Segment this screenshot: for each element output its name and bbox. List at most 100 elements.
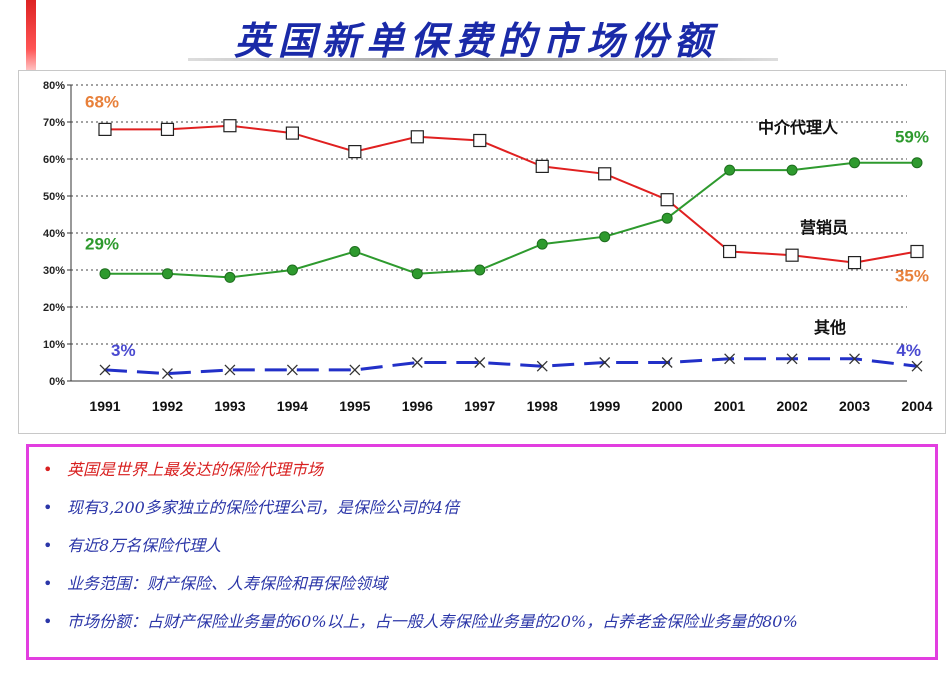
start-label: 3% <box>111 341 136 360</box>
data-point <box>348 144 362 159</box>
data-point <box>911 360 923 372</box>
data-point <box>535 159 549 174</box>
decorative-red-bar <box>26 0 36 82</box>
data-point <box>474 264 486 276</box>
data-point <box>286 364 298 376</box>
data-point <box>160 122 175 137</box>
end-label: 4% <box>896 341 921 360</box>
y-tick-label: 50% <box>43 191 65 203</box>
data-point <box>785 248 799 262</box>
data-point <box>598 167 612 181</box>
grid-lines <box>67 84 907 382</box>
data-point <box>724 164 736 176</box>
series-line <box>104 357 918 376</box>
data-point <box>724 353 736 365</box>
data-point <box>786 164 798 176</box>
x-tick-label: 1999 <box>589 398 620 414</box>
data-point <box>162 368 173 380</box>
x-tick-label: 1993 <box>214 398 245 414</box>
note-text: 有近8万名保险代理人 <box>67 536 222 555</box>
data-point <box>847 256 862 270</box>
note-text: 英国是世界上最发达的保险代理市场 <box>67 460 324 479</box>
bullet-icon: • <box>43 612 53 631</box>
x-tick-label: 1992 <box>152 398 183 414</box>
data-point <box>99 268 111 280</box>
bullet-icon: • <box>43 460 53 479</box>
series-markers <box>98 119 924 380</box>
line-chart: 0%10%20%30%40%50%60%70%80% 1991 1992 1993 1… <box>43 80 933 414</box>
data-point <box>910 244 924 259</box>
y-tick-label: 0% <box>49 376 65 388</box>
x-tick-label: 1991 <box>89 398 120 414</box>
data-point <box>473 133 487 148</box>
notes-box: • 英国是世界上最发达的保险代理市场 • 现有3,200多家独立的保险代理公司，… <box>26 444 938 660</box>
data-point <box>410 130 424 144</box>
x-tick-label: 2000 <box>652 398 683 414</box>
x-tick-label: 1996 <box>402 398 433 414</box>
y-tick-label: 70% <box>43 117 65 129</box>
data-point <box>723 244 737 259</box>
chart-frame: 0% 10% 20% 30% 40% 50% 60% 70% 80% 1991 1992 1993 1… <box>18 70 946 434</box>
note-text: 现有3,200多家独立的保险代理公司，是保险公司的4倍 <box>67 498 459 517</box>
x-tick-label: 1997 <box>464 398 495 414</box>
data-point <box>536 238 548 250</box>
data-point <box>99 364 111 376</box>
data-point <box>285 126 299 140</box>
x-tick-label: 1995 <box>339 398 370 414</box>
data-point <box>349 364 361 376</box>
data-point <box>599 231 611 243</box>
data-point <box>599 357 611 368</box>
y-tick-label: 40% <box>43 228 65 240</box>
data-point <box>223 119 237 133</box>
y-tick-labels: 0% 10% 20% 30% 40% 50% 60% 70% 80% <box>43 80 65 388</box>
data-point <box>536 360 548 372</box>
data-point <box>660 193 674 207</box>
note-text: 业务范围：财产保险、人寿保险和再保险领域 <box>67 574 388 593</box>
end-label: 59% <box>895 128 929 147</box>
note-item: • 英国是世界上最发达的保险代理市场 <box>43 457 921 483</box>
data-point <box>224 271 236 283</box>
data-point <box>161 268 173 280</box>
x-tick-label: 2001 <box>714 398 745 414</box>
data-point <box>849 157 861 169</box>
x-tick-labels: 1991 1992 1993 1994 1995 1996 1997 1998 1999 2000… <box>89 398 932 414</box>
data-point <box>224 364 236 376</box>
data-point <box>411 268 423 280</box>
x-tick-label: 1994 <box>277 398 308 414</box>
title-underline <box>188 58 778 61</box>
data-point <box>98 122 112 137</box>
data-point <box>286 264 298 276</box>
series-name-label: 营销员 <box>800 218 848 237</box>
series-lines <box>104 124 918 376</box>
data-point <box>474 357 486 368</box>
start-label: 29% <box>85 235 119 254</box>
end-label: 35% <box>895 267 929 286</box>
note-text: 市场份额：占财产保险业务量的60%以上，占一般人寿保险业务量的20%，占养老金保… <box>67 612 798 631</box>
data-point <box>411 357 423 368</box>
note-item: • 市场份额：占财产保险业务量的60%以上，占一般人寿保险业务量的20%，占养老… <box>43 609 921 635</box>
series-name-label: 其他 <box>814 318 846 337</box>
note-item: • 业务范围：财产保险、人寿保险和再保险领域 <box>43 571 921 597</box>
data-point <box>849 353 860 365</box>
series-name-label: 中介代理人 <box>758 118 839 137</box>
series-line <box>105 124 918 264</box>
start-label: 68% <box>85 92 119 111</box>
y-tick-label: 10% <box>43 339 65 351</box>
bullet-icon: • <box>43 498 53 517</box>
bullet-icon: • <box>43 574 53 593</box>
page-title: 英国新单保费的市场份额 <box>233 18 718 63</box>
data-point <box>661 212 673 224</box>
y-tick-label: 30% <box>43 265 65 277</box>
x-tick-label: 2004 <box>901 398 932 414</box>
y-tick-label: 20% <box>43 302 65 314</box>
x-tick-label: 1998 <box>527 398 558 414</box>
data-point <box>661 357 673 368</box>
x-tick-label: 2003 <box>839 398 870 414</box>
note-item: • 有近8万名保险代理人 <box>43 533 921 559</box>
note-item: • 现有3,200多家独立的保险代理公司，是保险公司的4倍 <box>43 495 921 521</box>
x-tick-label: 2002 <box>776 398 807 414</box>
data-point <box>911 157 923 169</box>
data-point <box>349 246 361 257</box>
series-line <box>105 161 917 279</box>
